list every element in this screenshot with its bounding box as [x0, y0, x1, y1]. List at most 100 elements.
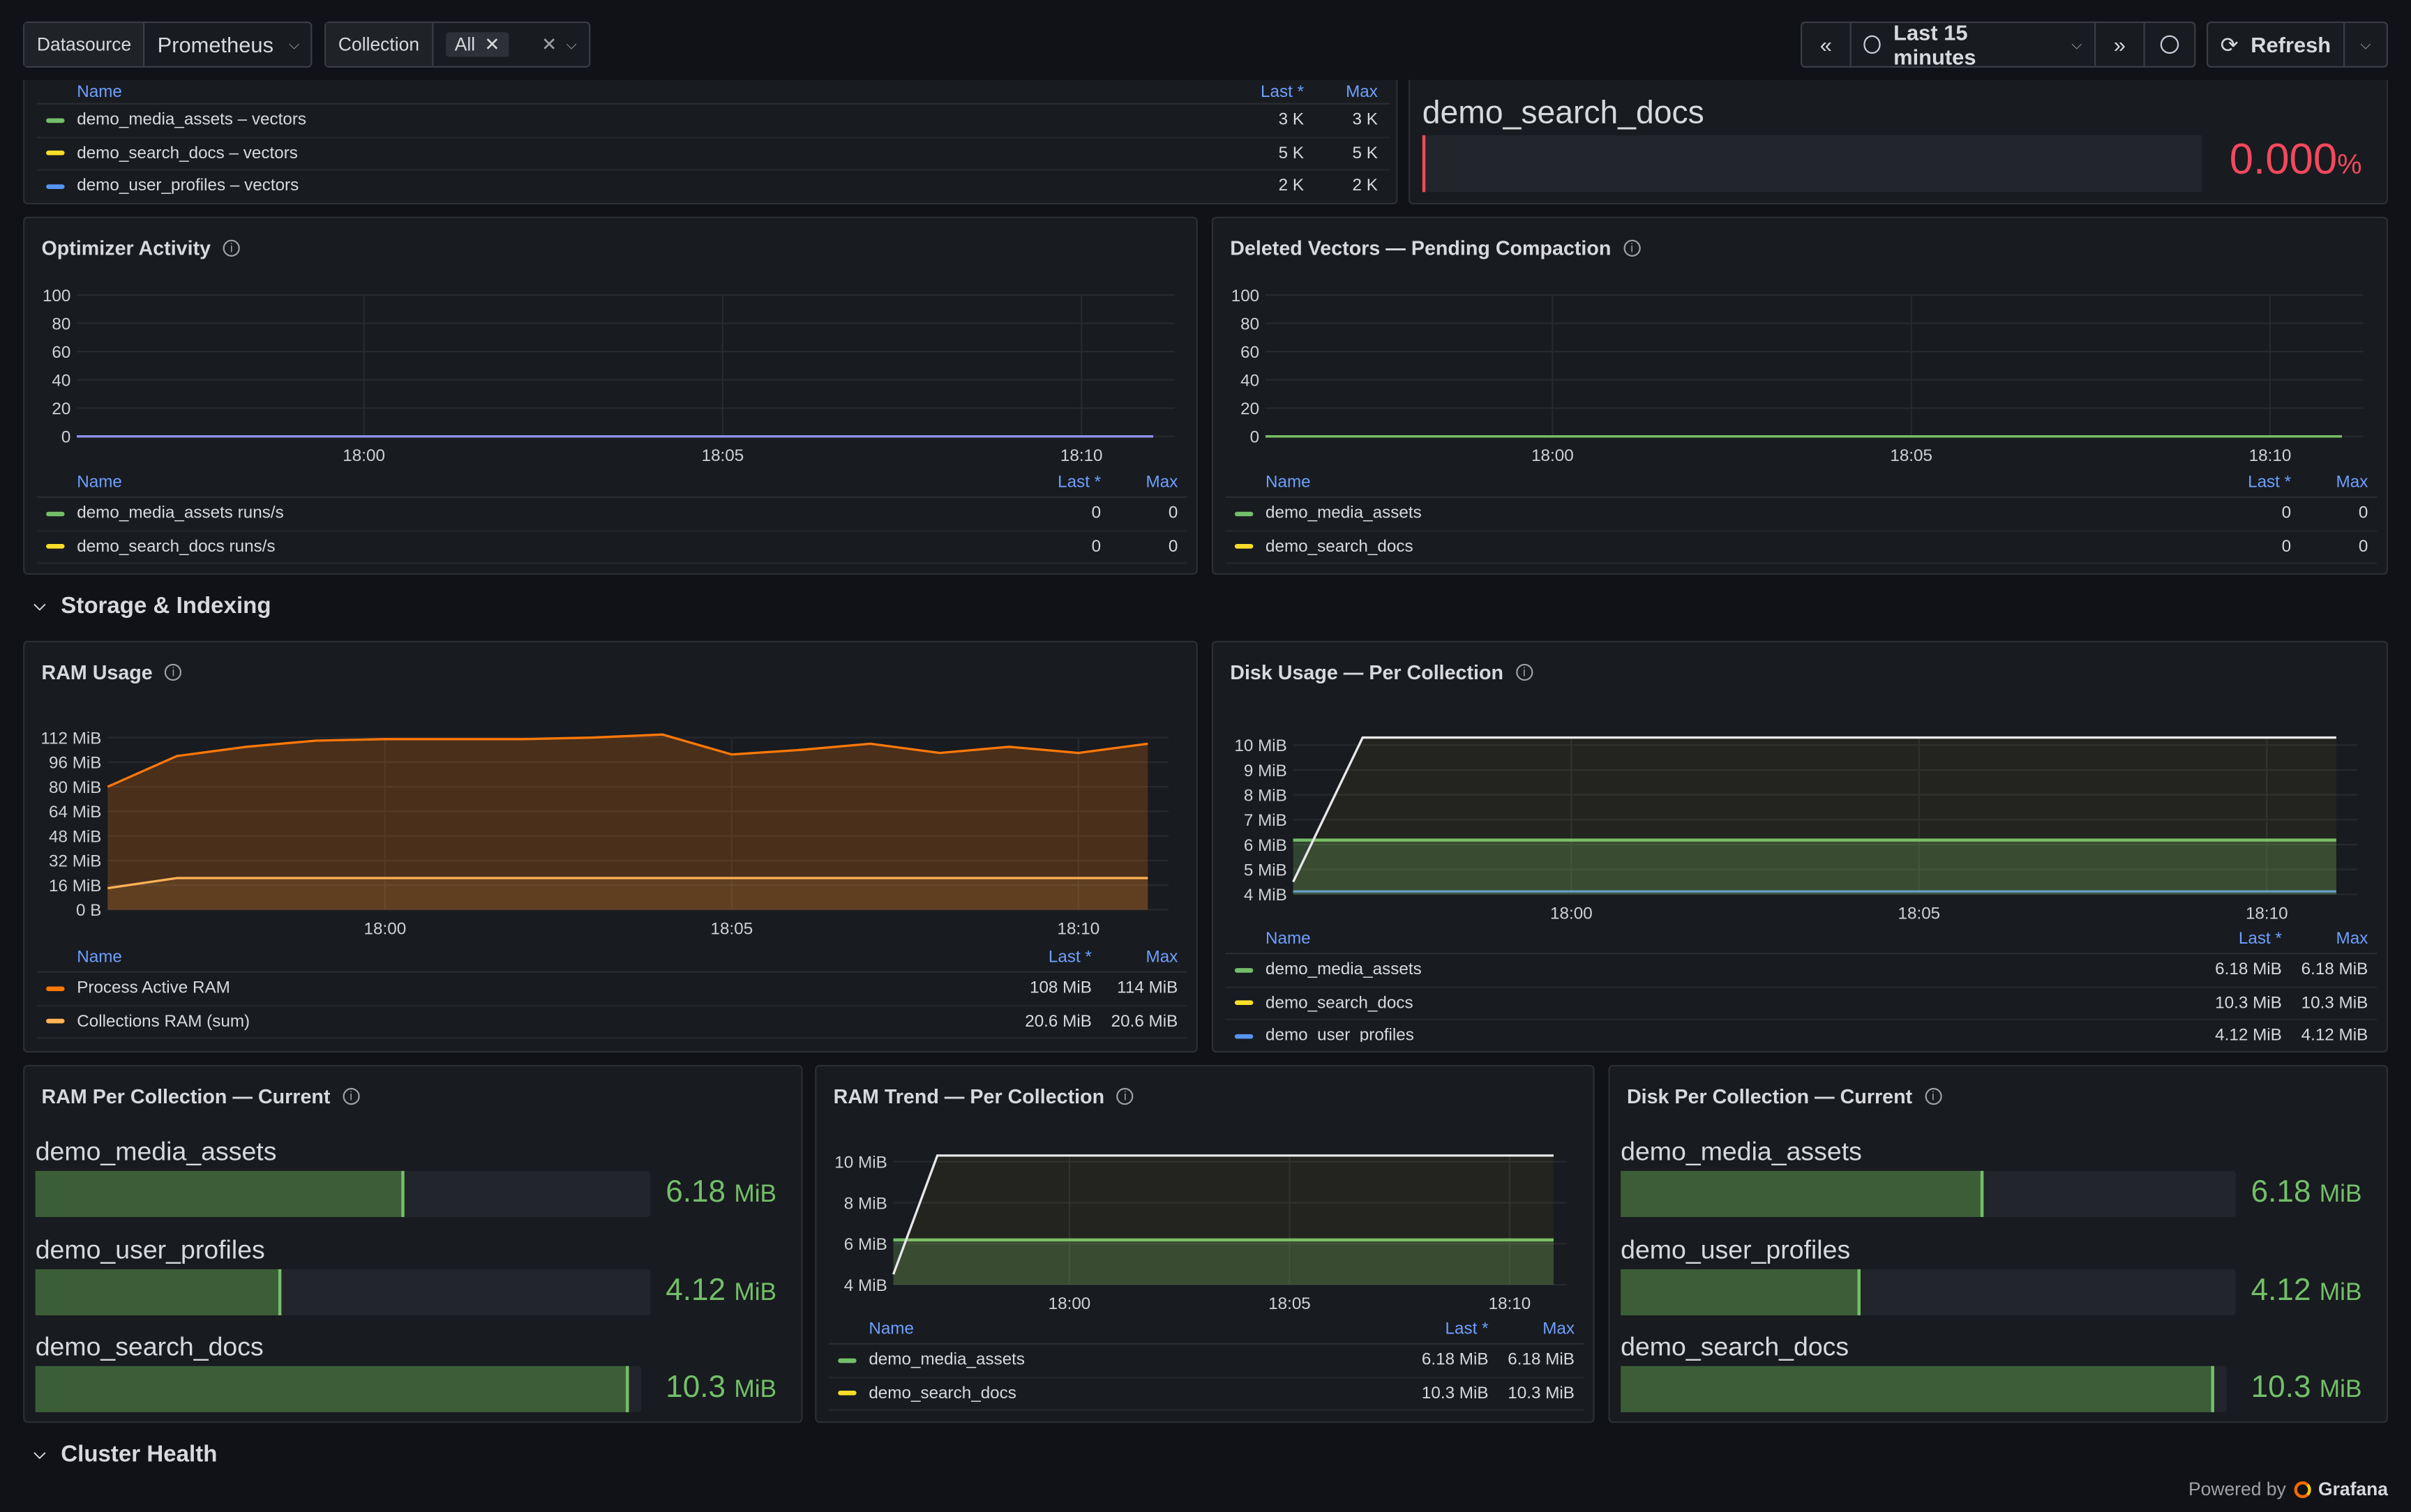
bar-gauge-name: demo_search_docs: [35, 1332, 264, 1362]
panel-title[interactable]: Deleted Vectors — Pending Compaction i: [1230, 236, 1641, 259]
y-tick-label: 9 MiB: [1244, 762, 1287, 780]
row-storage-indexing[interactable]: ⌵ Storage & Indexing: [33, 593, 271, 619]
panel-title[interactable]: RAM Usage i: [42, 660, 182, 683]
legend-row[interactable]: demo_user_profiles – vectors 2 K 2 K: [36, 171, 1390, 203]
panel-title[interactable]: RAM Per Collection — Current i: [42, 1085, 360, 1108]
y-tick-label: 40: [52, 371, 70, 390]
bar-gauge-fill: [1621, 1366, 2215, 1412]
legend-header-name[interactable]: Name: [1265, 473, 1311, 492]
x-tick-label: 18:05: [1890, 446, 1932, 465]
legend-header-last[interactable]: Last *: [1445, 1320, 1489, 1339]
bar-gauge-track: [1621, 1366, 2227, 1412]
legend-row[interactable]: demo_user_profiles 4.12 MiB 4.12 MiB: [1226, 1020, 2378, 1042]
y-tick-label: 4 MiB: [844, 1276, 887, 1295]
legend-series-name: Collections RAM (sum): [77, 1012, 250, 1031]
search-docs-stat-panel: demo_search_docs 0.000%: [1408, 80, 2388, 205]
legend-row[interactable]: demo_media_assets 6.18 MiB 6.18 MiB: [829, 1345, 1584, 1378]
deleted-vectors-chart[interactable]: 100 80 60 40 20 0 18:00 18:05 18:10: [1213, 218, 2388, 480]
legend-row[interactable]: demo_search_docs runs/s 0 0: [36, 531, 1187, 564]
x-tick-label: 18:05: [711, 920, 753, 939]
legend-row[interactable]: demo_media_assets runs/s 0 0: [36, 498, 1187, 531]
legend-header-max[interactable]: Max: [2336, 929, 2368, 948]
legend-header-last[interactable]: Last *: [2248, 473, 2292, 492]
legend-row[interactable]: demo_media_assets 6.18 MiB 6.18 MiB: [1225, 954, 2378, 988]
legend-series-name: Process Active RAM: [77, 979, 230, 998]
legend-series-name: demo_search_docs runs/s: [77, 537, 276, 557]
y-tick-label: 60: [1240, 343, 1259, 362]
series-area: [107, 734, 1148, 910]
collection-picker[interactable]: Collection All ✕ ✕ ⌵: [324, 21, 591, 68]
panel-title-text: Disk Usage — Per Collection: [1230, 660, 1504, 684]
legend-row[interactable]: demo_search_docs – vectors 5 K 5 K: [36, 137, 1390, 171]
series-area: [1293, 737, 2336, 895]
ram-usage-chart[interactable]: 112 MiB 96 MiB 80 MiB 64 MiB 48 MiB 32 MiB 16 …: [24, 642, 1198, 950]
disk-usage-chart[interactable]: 10 MiB 9 MiB 8 MiB 7 MiB 6 MiB 5 MiB 4 MiB 18:0…: [1213, 642, 2388, 935]
legend-row[interactable]: demo_search_docs 10.3 MiB 10.3 MiB: [829, 1377, 1584, 1411]
time-shift-forward-button[interactable]: »: [2096, 23, 2145, 66]
legend-header-max[interactable]: Max: [1346, 82, 1378, 101]
ram-trend-panel[interactable]: RAM Trend — Per Collection i 10 MiB 8 MiB…: [815, 1064, 1595, 1423]
refresh-button[interactable]: ⟳ Refresh: [2208, 23, 2345, 66]
panel-title[interactable]: Optimizer Activity i: [42, 236, 240, 259]
info-icon[interactable]: i: [343, 1087, 360, 1105]
deleted-vectors-panel[interactable]: Deleted Vectors — Pending Compaction i 1…: [1211, 216, 2388, 575]
legend-max-value: 10.3 MiB: [1508, 1384, 1575, 1403]
legend-header-max[interactable]: Max: [1146, 948, 1178, 967]
legend-row[interactable]: demo_media_assets 0 0: [1225, 498, 2378, 531]
info-icon[interactable]: i: [1623, 239, 1641, 257]
ram-per-collection-panel[interactable]: RAM Per Collection — Current i demo_medi…: [23, 1064, 803, 1423]
ram-trend-chart[interactable]: 10 MiB 8 MiB 6 MiB 4 MiB 18:00 18:05 18:10: [816, 1066, 1594, 1320]
legend-header-name[interactable]: Name: [869, 1320, 914, 1339]
legend-max-value: 0: [2358, 504, 2368, 523]
legend-header-max[interactable]: Max: [1146, 473, 1178, 492]
bar-gauge-unit: MiB: [2319, 1181, 2362, 1208]
x-tick-label: 18:00: [1531, 446, 1574, 465]
powered-by-grafana[interactable]: Powered by Grafana: [2188, 1479, 2388, 1500]
row-cluster-health[interactable]: ⌵ Cluster Health: [33, 1442, 217, 1467]
legend-header-max[interactable]: Max: [1542, 1320, 1575, 1339]
legend-row[interactable]: demo_media_assets – vectors 3 K 3 K: [36, 105, 1390, 138]
panel-title[interactable]: RAM Trend — Per Collection i: [834, 1085, 1134, 1108]
legend-header-name[interactable]: Name: [77, 948, 122, 967]
time-range-picker[interactable]: Last 15 minutes ⌵: [1852, 20, 2096, 69]
ram-usage-panel[interactable]: RAM Usage i 112 MiB 96 MiB 80 MiB 64 MiB 48 …: [23, 640, 1198, 1053]
legend-header-last[interactable]: Last *: [1058, 473, 1102, 492]
legend-header-name[interactable]: Name: [77, 473, 122, 492]
datasource-picker[interactable]: Datasource Prometheus ⌵: [23, 21, 313, 68]
bar-gauge-unit: MiB: [734, 1377, 777, 1403]
time-shift-back-button[interactable]: «: [1802, 23, 1852, 66]
legend-header-last[interactable]: Last *: [2238, 929, 2282, 948]
y-tick-label: 64 MiB: [49, 803, 101, 822]
optimizer-activity-panel[interactable]: Optimizer Activity i 100 80 60 40 20 0 18:00 18…: [23, 216, 1198, 575]
chip-remove-icon[interactable]: ✕: [484, 33, 500, 56]
series-swatch: [1234, 511, 1254, 516]
panel-title[interactable]: Disk Per Collection — Current i: [1627, 1085, 1942, 1108]
legend-row[interactable]: demo_search_docs 10.3 MiB 10.3 MiB: [1225, 988, 2378, 1020]
collection-chip[interactable]: All ✕: [445, 32, 509, 57]
y-tick-label: 80 MiB: [49, 778, 101, 797]
legend-header-last[interactable]: Last *: [1048, 948, 1092, 967]
clear-icon[interactable]: ✕: [541, 33, 557, 56]
info-icon[interactable]: i: [223, 239, 240, 257]
legend-row[interactable]: Collections RAM (sum) 20.6 MiB 20.6 MiB: [36, 1006, 1187, 1039]
zoom-out-button[interactable]: [2145, 23, 2195, 66]
info-icon[interactable]: i: [1515, 663, 1533, 681]
panel-title[interactable]: Disk Usage — Per Collection i: [1230, 660, 1533, 683]
optimizer-chart[interactable]: 100 80 60 40 20 0 18:00 18:05 18:10: [24, 218, 1198, 480]
x-tick-label: 18:05: [1898, 905, 1941, 923]
legend-row[interactable]: Process Active RAM 108 MiB 114 MiB: [36, 973, 1187, 1006]
legend-series-name: demo_media_assets runs/s: [77, 504, 284, 523]
legend-header-name[interactable]: Name: [1265, 929, 1311, 948]
legend-header-name[interactable]: Name: [77, 82, 122, 101]
legend-row[interactable]: demo_search_docs 0 0: [1225, 531, 2378, 564]
bar-gauge-number: 4.12: [666, 1273, 726, 1308]
disk-per-collection-panel[interactable]: Disk Per Collection — Current i demo_med…: [1608, 1064, 2388, 1423]
legend-header-last[interactable]: Last *: [1261, 82, 1305, 101]
refresh-interval-dropdown[interactable]: ⌵: [2345, 23, 2387, 66]
info-icon[interactable]: i: [165, 663, 182, 681]
legend-last-value: 3 K: [1278, 111, 1305, 130]
info-icon[interactable]: i: [1924, 1087, 1942, 1105]
info-icon[interactable]: i: [1116, 1087, 1134, 1105]
legend-header-max[interactable]: Max: [2336, 473, 2368, 492]
disk-usage-panel[interactable]: Disk Usage — Per Collection i 10 MiB 9 Mi…: [1211, 640, 2388, 1053]
